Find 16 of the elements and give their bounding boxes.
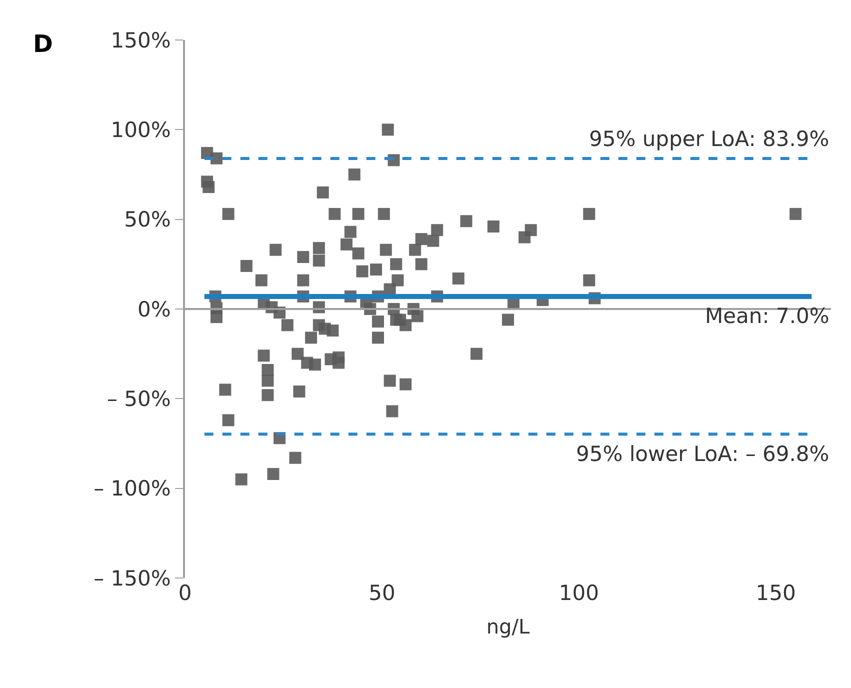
x-tick-label: 150 [756, 581, 796, 605]
x-tick-label: 0 [178, 581, 192, 605]
ref-line-label: Mean: 7.0% [705, 304, 830, 328]
y-tick-label: 0% [137, 297, 171, 322]
ref-line-label: 95% lower LoA: – 69.8% [576, 442, 830, 466]
x-tick-label: 100 [558, 581, 599, 605]
x-axis-title: ng/L [486, 614, 530, 638]
y-tick-label: 150% [110, 28, 171, 52]
y-tick-label: – 100% [94, 476, 171, 501]
text: D [33, 30, 53, 58]
y-tick-label: – 50% [106, 387, 171, 412]
ref-line-label: 95% upper LoA: 83.9% [589, 127, 830, 151]
y-tick-label: – 150% [94, 566, 171, 590]
x-tick-label: 50 [368, 581, 396, 605]
y-tick-label: 100% [110, 118, 171, 142]
y-tick-label: 50% [124, 208, 171, 232]
